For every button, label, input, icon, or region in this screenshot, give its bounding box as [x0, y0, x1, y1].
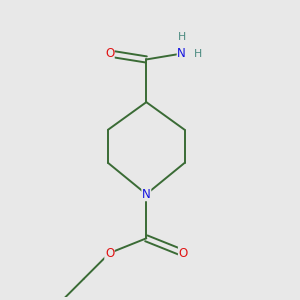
Text: O: O	[105, 47, 114, 60]
Text: O: O	[178, 247, 188, 260]
Text: N: N	[177, 47, 186, 60]
Text: O: O	[105, 247, 114, 260]
Text: H: H	[194, 49, 202, 58]
Text: H: H	[178, 32, 186, 42]
Text: N: N	[142, 188, 151, 201]
